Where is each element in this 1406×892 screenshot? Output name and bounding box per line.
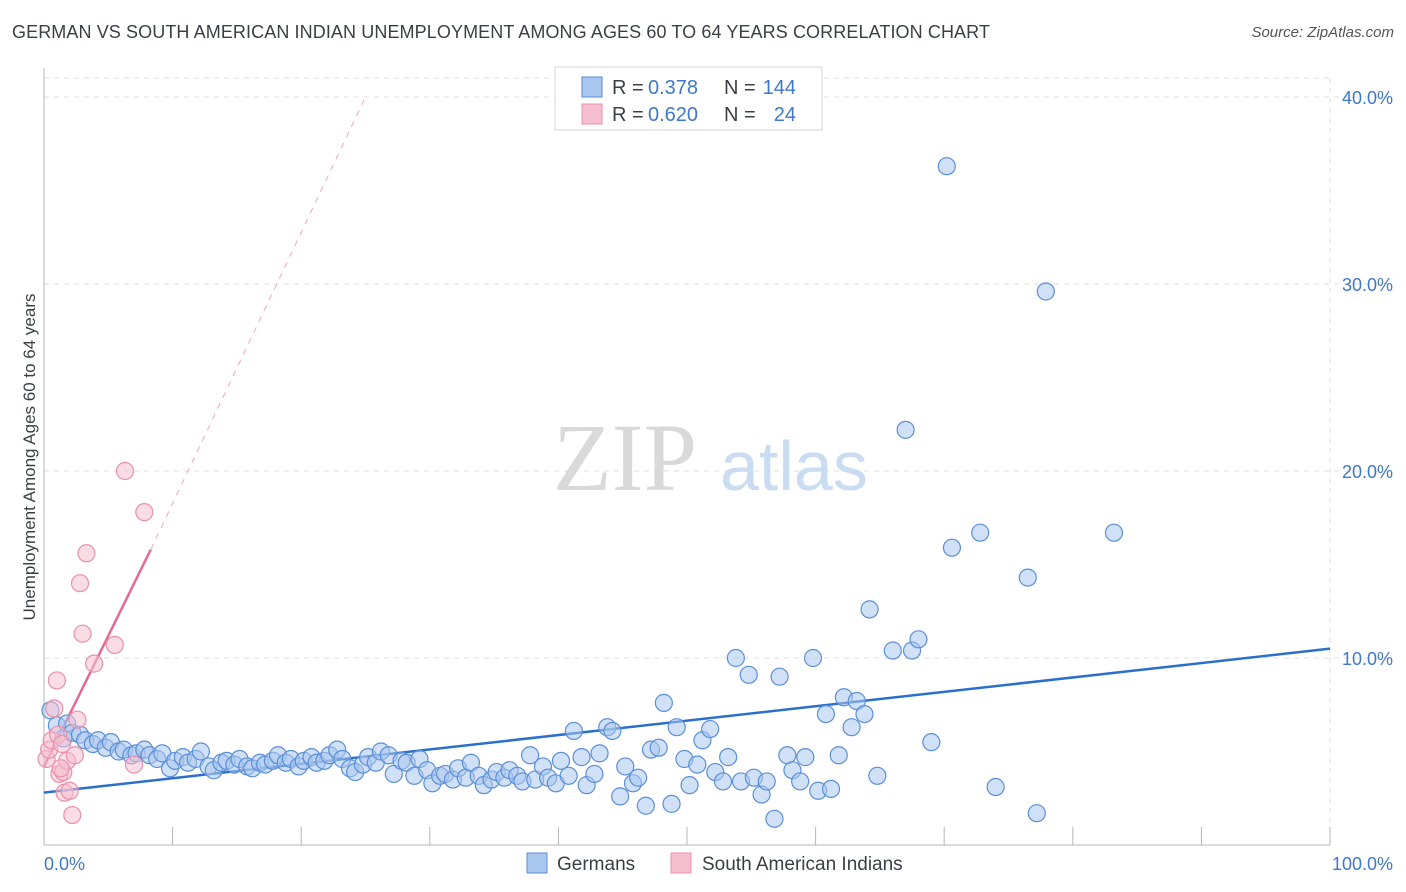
point-germans <box>585 764 604 784</box>
point-germans <box>816 704 835 724</box>
point-germans <box>942 538 962 557</box>
point-germans <box>713 772 733 791</box>
point-germans <box>937 157 956 176</box>
point-south-american-indian <box>63 805 82 825</box>
point-germans <box>688 755 707 774</box>
legend-n-value-south-american-indians: 24 <box>774 104 796 126</box>
legend-r-label-germans: R = <box>612 77 644 99</box>
point-south-american-indian <box>135 503 154 522</box>
point-germans <box>1104 523 1124 542</box>
point-germans <box>611 787 630 806</box>
y-tick-labels: 10.0% 20.0% 30.0% 40.0% <box>1342 88 1393 669</box>
trend-line-extension-south-american-indians <box>150 96 366 550</box>
point-germans <box>572 748 591 767</box>
point-south-american-indian <box>52 734 72 754</box>
point-germans <box>796 748 815 767</box>
point-south-american-indian <box>73 624 92 643</box>
point-germans <box>739 665 758 684</box>
legend-r-label-south-american-indians: R = <box>612 104 644 126</box>
point-germans <box>629 768 648 787</box>
legend-swatch-south-american-indians <box>581 103 603 125</box>
data-points <box>37 157 1124 828</box>
y-tick-label: 40.0% <box>1342 88 1393 108</box>
point-germans <box>636 796 655 815</box>
watermark-zip: ZIP <box>553 404 697 511</box>
chart-title: GERMAN VS SOUTH AMERICAN INDIAN UNEMPLOY… <box>12 22 991 42</box>
point-germans <box>791 772 810 791</box>
x-tick-label: 0.0% <box>44 854 85 874</box>
legend-n-value-germans: 144 <box>763 77 796 99</box>
point-germans <box>559 766 578 785</box>
chart-source: Source: ZipAtlas.com <box>1251 24 1394 41</box>
point-germans <box>829 746 848 765</box>
point-germans <box>719 748 738 767</box>
point-germans <box>726 648 745 668</box>
y-tick-label: 30.0% <box>1342 275 1393 295</box>
legend-n-label-germans: N = <box>724 77 756 99</box>
point-germans <box>922 733 941 752</box>
point-south-american-indian <box>124 755 144 774</box>
point-germans <box>842 718 861 737</box>
x-tick-label: 100.0% <box>1332 854 1393 874</box>
point-germans <box>757 772 776 791</box>
y-tick-label: 20.0% <box>1342 462 1393 482</box>
point-germans <box>986 777 1005 797</box>
legend-r-value-germans: 0.378 <box>648 77 698 99</box>
point-germans <box>896 420 915 439</box>
point-germans <box>551 751 571 770</box>
bottom-legend: Germans South American Indians <box>526 852 903 875</box>
point-germans <box>1018 568 1037 587</box>
point-south-american-indian <box>60 781 79 800</box>
legend-swatch-germans <box>581 76 603 98</box>
point-south-american-indian <box>45 699 64 718</box>
point-germans <box>803 648 823 668</box>
y-axis-label: Unemployment Among Ages 60 to 64 years <box>20 294 39 621</box>
point-germans <box>860 600 879 619</box>
bottom-legend-label-germans: Germans <box>557 854 635 875</box>
point-south-american-indian <box>65 746 84 765</box>
point-south-american-indian <box>115 461 135 481</box>
point-germans <box>868 766 887 785</box>
legend-n-label-south-american-indians: N = <box>724 104 756 126</box>
point-germans <box>564 721 583 741</box>
point-germans <box>701 719 720 739</box>
point-germans <box>191 742 210 761</box>
point-germans <box>821 779 841 799</box>
legend: R = 0.378 N = 144 R = 0.620 N = 24 <box>554 66 823 131</box>
point-germans <box>1036 282 1055 301</box>
point-south-american-indian <box>68 710 87 729</box>
gridlines <box>44 77 1390 845</box>
point-south-american-indian <box>105 635 124 655</box>
x-tick-labels: 0.0% 100.0% <box>44 854 1393 874</box>
point-germans <box>770 667 789 686</box>
point-south-american-indian <box>70 574 90 593</box>
point-south-american-indian <box>85 654 104 673</box>
point-germans <box>649 738 668 757</box>
point-germans <box>680 776 699 795</box>
point-germans <box>855 704 874 724</box>
bottom-legend-swatch-south-american-indians <box>670 852 692 874</box>
point-germans <box>883 641 902 660</box>
watermark-atlas: atlas <box>720 427 868 505</box>
point-germans <box>1027 804 1046 823</box>
point-germans <box>662 794 681 813</box>
point-germans <box>603 721 622 741</box>
point-germans <box>909 630 928 649</box>
point-south-american-indian <box>51 759 70 778</box>
point-south-american-indian <box>77 544 96 563</box>
point-germans <box>521 746 540 765</box>
y-tick-label: 10.0% <box>1342 649 1393 669</box>
watermark: ZIP atlas <box>553 404 868 511</box>
point-germans <box>971 523 990 542</box>
point-germans <box>616 757 635 776</box>
point-germans <box>765 809 784 828</box>
point-south-american-indian <box>47 671 66 690</box>
bottom-legend-swatch-germans <box>526 852 548 874</box>
point-germans <box>667 718 686 737</box>
point-germans <box>654 693 673 712</box>
point-germans <box>590 744 609 763</box>
bottom-legend-label-south-american-indians: South American Indians <box>702 854 903 875</box>
legend-r-value-south-american-indians: 0.620 <box>648 104 698 126</box>
